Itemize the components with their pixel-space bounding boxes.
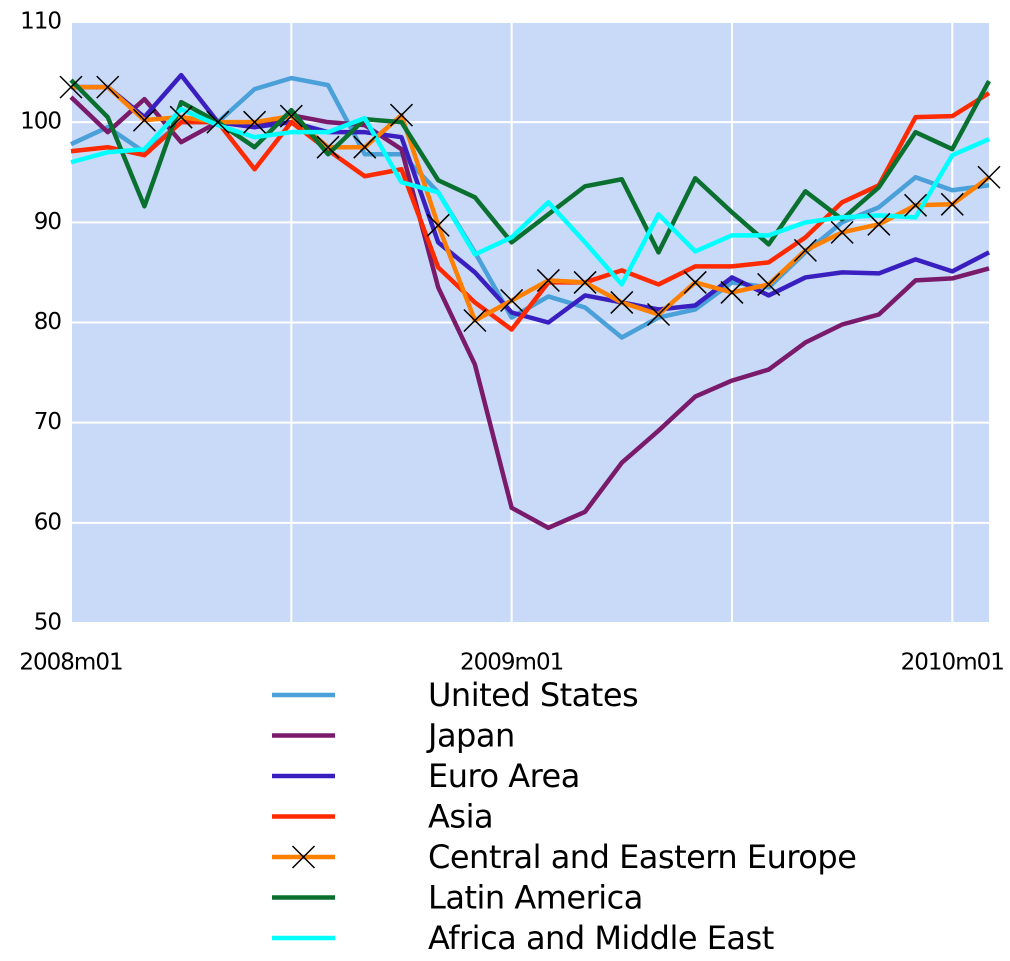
point-marker — [500, 288, 524, 312]
legend-label: Latin America — [428, 879, 643, 917]
point-marker — [867, 212, 891, 236]
legend-label: Africa and Middle East — [428, 919, 774, 957]
series-line — [70, 106, 990, 287]
point-marker — [463, 308, 487, 333]
legend-label: Euro Area — [428, 757, 580, 795]
point-marker — [683, 270, 707, 294]
y-tick-label: 80 — [34, 309, 62, 335]
series-line — [70, 91, 991, 332]
y-tick-label: 90 — [34, 209, 62, 235]
point-marker — [389, 103, 414, 127]
point-marker — [573, 270, 597, 294]
legend-label: United States — [428, 676, 638, 714]
point-marker — [610, 290, 634, 314]
point-marker — [793, 238, 817, 262]
point-marker — [646, 302, 671, 327]
y-tick-label: 50 — [34, 610, 62, 636]
point-marker — [536, 268, 560, 292]
point-marker — [279, 104, 303, 128]
y-tick-label: 60 — [34, 509, 62, 535]
legend-label: Central and Eastern Europe — [428, 838, 856, 876]
legend-marker — [291, 845, 316, 869]
point-marker — [132, 108, 156, 132]
point-marker — [353, 135, 377, 159]
point-marker — [426, 213, 450, 237]
point-marker — [904, 193, 928, 217]
point-marker — [757, 272, 781, 296]
x-tick-label: 2009m01 — [460, 650, 563, 676]
point-marker — [720, 280, 744, 304]
y-tick-label: 110 — [20, 9, 61, 35]
point-marker — [169, 105, 193, 129]
point-marker — [96, 75, 120, 99]
series-line — [71, 84, 991, 323]
y-tick-label: 70 — [34, 409, 62, 435]
y-tick-label: 100 — [20, 109, 61, 135]
x-tick-label: 2010m01 — [901, 650, 1004, 676]
x-tick-label: 2008m01 — [19, 650, 122, 676]
legend-label: Asia — [428, 798, 493, 836]
point-marker — [977, 165, 1001, 189]
point-marker — [830, 220, 854, 244]
point-marker — [59, 75, 83, 99]
legend-label: Japan — [426, 717, 515, 755]
point-marker — [940, 192, 964, 216]
point-marker — [206, 110, 230, 134]
point-marker — [243, 110, 267, 134]
point-marker — [316, 135, 340, 159]
